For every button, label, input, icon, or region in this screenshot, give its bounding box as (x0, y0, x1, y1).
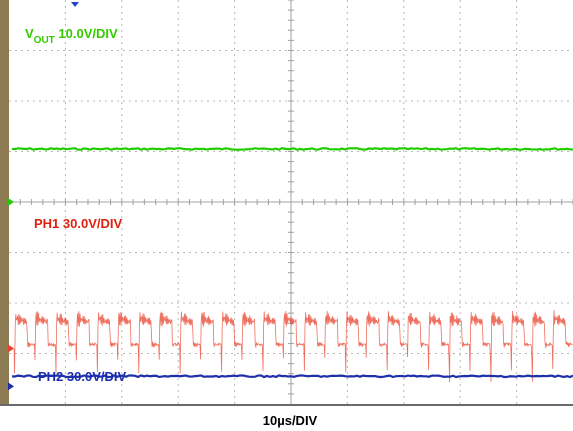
vout-ground-marker (8, 198, 14, 206)
ph1-ground-marker (8, 344, 14, 353)
time-scale-label: 10µs/DIV (263, 413, 318, 428)
vout-label-sub: OUT (34, 35, 55, 46)
channel-ground-markers (8, 198, 14, 391)
vout-channel-label: VOUT 10.0V/DIV (25, 26, 118, 46)
screen-frame (0, 0, 573, 406)
ph2-trace (11, 374, 573, 379)
vout-label-scale: 10.0V/DIV (55, 26, 118, 41)
vout-label-main: V (25, 26, 34, 41)
left-frame-bar (0, 0, 9, 404)
ph1-channel-label: PH1 30.0V/DIV (34, 216, 122, 231)
vout-trace (11, 147, 573, 151)
trigger-position-marker (71, 2, 79, 7)
ph1-trace (13, 309, 573, 383)
trace-area (11, 147, 573, 383)
ph2-ground-marker (8, 382, 14, 391)
ph2-channel-label: PH2 30.0V/DIV (38, 369, 126, 384)
